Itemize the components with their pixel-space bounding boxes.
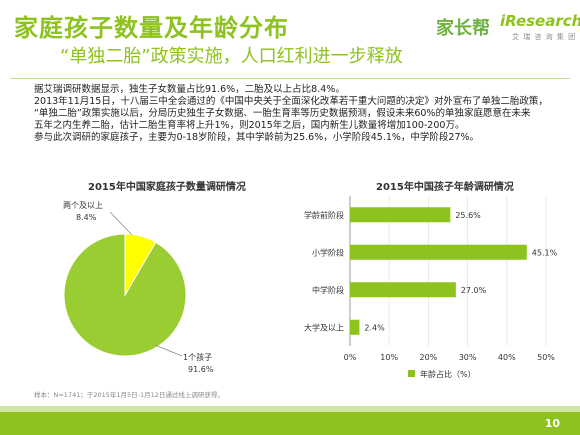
- bottom-bar: [0, 412, 580, 435]
- body-line: 据艾瑞调研数据显示，独生子女数量占比91.6%，二胎及以上占比8.4%。: [34, 84, 345, 95]
- bar-x-tick-label: 10%: [380, 353, 398, 362]
- bar-x-tick-label: 40%: [498, 353, 516, 362]
- pie-leader-line: [109, 211, 133, 236]
- logo-iresearch-sub: 艾 瑞 咨 询 集 团: [512, 33, 577, 41]
- bar-x-tick-label: 50%: [537, 353, 555, 362]
- bar-category-label: 大学及以上: [304, 322, 344, 332]
- bar: [350, 244, 527, 260]
- bar-category-label: 小学阶段: [312, 247, 344, 257]
- page-number: 10: [544, 417, 560, 430]
- bar-value-label: 2.4%: [364, 323, 385, 332]
- bar-value-label: 27.0%: [461, 286, 487, 295]
- pie-leader-line: [154, 344, 183, 357]
- page-title: 家庭孩子数量及年龄分布: [14, 14, 289, 42]
- bar-chart-title: 2015年中国孩子年龄调研情况: [376, 182, 514, 193]
- bar-value-label: 45.1%: [532, 248, 558, 257]
- page-subtitle: “单独二胎”政策实施，人口红利进一步释放: [60, 46, 403, 67]
- pie-slice: [63, 233, 187, 357]
- bar: [350, 207, 451, 223]
- pie-label: 1个孩子: [183, 352, 212, 362]
- body-line: 五年之内生养二胎，估计二胎生育率将上升1%，则2015年之后，国内新生儿数量将增…: [34, 120, 465, 131]
- pie-value-label: 91.6%: [188, 365, 214, 374]
- bar-chart: 0% 10% 20% 30% 40% 50% 学龄前阶段 25.6% 小学阶段 45.1% 中学阶段…: [304, 196, 558, 379]
- bar-value-label: 25.6%: [455, 211, 481, 220]
- body-text: 据艾瑞调研数据显示，独生子女数量占比91.6%，二胎及以上占比8.4%。 201…: [34, 84, 562, 144]
- header-divider: [10, 78, 570, 79]
- pie-chart-title: 2015年中国家庭孩子数量调研情况: [88, 182, 246, 193]
- bar-x-tick-label: 20%: [420, 353, 438, 362]
- bottom-stripe: [0, 406, 580, 412]
- bar-category-label: 中学阶段: [312, 285, 344, 295]
- bar-category-label: 学龄前阶段: [304, 210, 344, 220]
- bar: [350, 282, 456, 298]
- bar-x-tick-label: 30%: [459, 353, 477, 362]
- pie-chart: 两个及以上 8.4% 1个孩子 91.6%: [63, 201, 214, 374]
- pie-slice: [124, 233, 157, 297]
- legend-swatch: [408, 370, 415, 377]
- body-line: “单独二胎”政策实施以后，分局历史独生子女数据、一胎生育率等历史数据预测，假设未…: [34, 108, 531, 119]
- logo-jiazhangbang: 家长帮: [436, 18, 490, 39]
- footnote: 样本：N=1741；于2015年1月5日-1月12日通过线上调研获得。: [34, 391, 224, 399]
- bar-x-tick-label: 0%: [344, 353, 357, 362]
- body-line: 参与此次调研的家庭孩子，主要为0-18岁阶段，其中学龄前为25.6%，小学阶段4…: [34, 132, 480, 143]
- bar: [350, 319, 360, 335]
- body-line: 2013年11月15日，十八届三中全会通过的《中国中央关于全面深化改革若干重大问…: [34, 96, 548, 107]
- pie-value-label: 8.4%: [76, 213, 97, 222]
- pie-label: 两个及以上: [63, 201, 103, 210]
- legend-label: 年龄占比（%）: [420, 369, 476, 379]
- logo-iresearch: iResearch: [500, 12, 580, 30]
